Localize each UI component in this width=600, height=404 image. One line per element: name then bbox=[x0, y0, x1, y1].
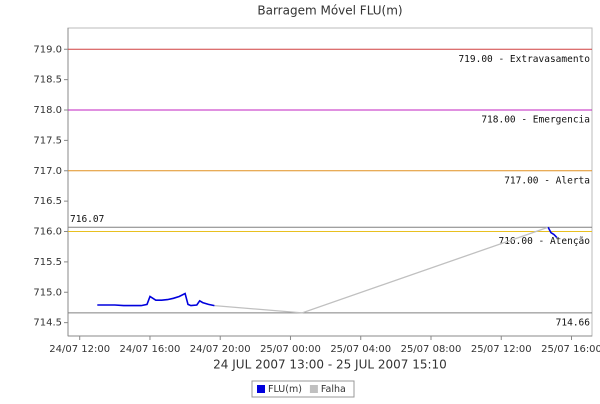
y-tick-label: 715.5 bbox=[33, 257, 62, 268]
x-tick-label: 24/07 20:00 bbox=[190, 344, 251, 355]
x-tick-label: 25/07 12:00 bbox=[471, 344, 532, 355]
marker-label: 718.00 - Emergencia bbox=[481, 115, 590, 126]
x-tick-label: 24/07 16:00 bbox=[120, 344, 181, 355]
legend-swatch bbox=[257, 385, 265, 393]
y-tick-label: 718.5 bbox=[33, 75, 62, 86]
y-tick-label: 718.0 bbox=[33, 105, 62, 116]
y-tick-label: 717.5 bbox=[33, 135, 62, 146]
legend-box bbox=[251, 380, 355, 398]
series-line bbox=[214, 226, 549, 314]
y-tick-label: 719.0 bbox=[33, 44, 62, 55]
marker-label: 716.07 bbox=[70, 214, 104, 225]
marker-label: 714.66 bbox=[556, 317, 591, 328]
y-tick-label: 716.5 bbox=[33, 196, 62, 207]
legend-label: FLU(m) bbox=[268, 384, 302, 395]
marker-label: 719.00 - Extravasamento bbox=[458, 54, 590, 65]
x-tick-label: 24/07 12:00 bbox=[49, 344, 110, 355]
x-tick-label: 25/07 00:00 bbox=[260, 344, 321, 355]
y-tick-label: 715.0 bbox=[33, 287, 62, 298]
x-tick-label: 25/07 04:00 bbox=[330, 344, 391, 355]
y-tick-label: 714.5 bbox=[33, 318, 62, 329]
chart-subtitle: 24 JUL 2007 13:00 - 25 JUL 2007 15:10 bbox=[213, 358, 447, 372]
plot-area bbox=[67, 27, 593, 337]
chart-title: Barragem Móvel FLU(m) bbox=[257, 4, 402, 18]
x-tick-label: 25/07 16:00 bbox=[541, 344, 600, 355]
series-line bbox=[97, 226, 558, 307]
y-tick-label: 716.0 bbox=[33, 227, 62, 238]
legend-label: Falha bbox=[321, 384, 346, 395]
marker-label: 716.00 - Atenção bbox=[498, 236, 590, 247]
legend-swatch bbox=[309, 385, 318, 393]
x-tick-label: 25/07 08:00 bbox=[401, 344, 462, 355]
marker-label: 717.00 - Alerta bbox=[504, 175, 590, 186]
y-tick-label: 717.0 bbox=[33, 166, 62, 177]
